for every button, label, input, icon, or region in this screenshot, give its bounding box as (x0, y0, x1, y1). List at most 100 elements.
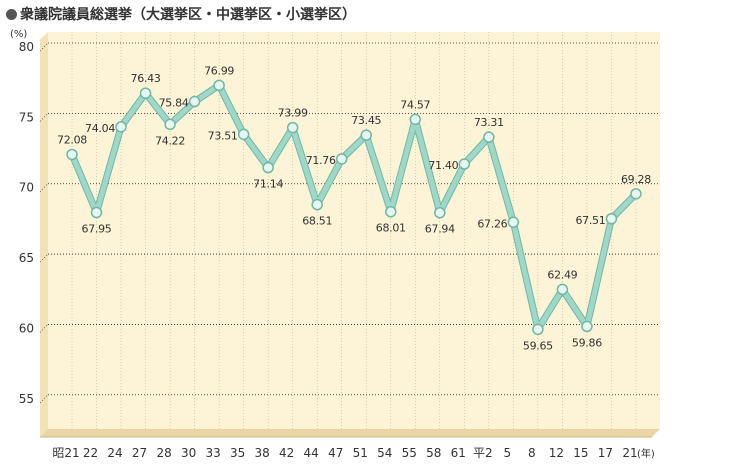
x-tick-label: 22 (83, 446, 98, 460)
data-point (262, 161, 274, 174)
data-point (458, 158, 471, 170)
x-tick-label: 8 (528, 446, 536, 460)
data-label: 74.04 (85, 122, 115, 135)
chart-title: 衆議院議員総選挙（大選挙区・中選挙区・小選挙区） (6, 4, 356, 24)
grid-lines (39, 32, 660, 438)
x-axis-ticks: 昭21 22 24 27 28 30 33 35 38 42 44 47 51 54 55 58 61 平2 5 8 1… (52, 446, 637, 460)
data-label: 71.14 (253, 178, 283, 191)
bullet-icon (6, 9, 17, 20)
data-point (605, 213, 618, 225)
y-tick-label: 55 (19, 392, 34, 406)
data-label: 69.28 (621, 173, 651, 186)
data-point (66, 148, 78, 161)
data-label: 74.22 (155, 134, 185, 147)
data-point (581, 320, 593, 333)
x-tick-label: 17 (598, 446, 613, 460)
data-point (311, 198, 323, 211)
data-point (532, 323, 544, 336)
x-tick-label: 58 (426, 446, 441, 460)
x-tick-label: 42 (279, 446, 294, 460)
data-point (434, 206, 446, 219)
data-label: 67.94 (425, 223, 455, 236)
y-tick-label: 70 (19, 181, 34, 195)
x-tick-label: 51 (353, 446, 368, 460)
x-tick-label: 30 (181, 446, 196, 460)
data-label: 76.99 (204, 64, 234, 77)
y-tick-label: 60 (19, 321, 34, 335)
x-tick-label: 61 (451, 446, 466, 460)
x-tick-label: 28 (156, 446, 171, 460)
x-tick-label: 38 (255, 446, 270, 460)
x-tick-label: 15 (573, 446, 588, 460)
x-tick-label: 54 (377, 446, 392, 460)
data-label: 73.51 (208, 129, 238, 142)
x-tick-label: 5 (504, 446, 512, 460)
data-label: 68.51 (302, 215, 332, 228)
data-point (556, 283, 569, 296)
series-markers (66, 79, 642, 336)
data-point (90, 206, 103, 219)
data-label: 68.01 (376, 222, 406, 235)
grid-line-depth (39, 324, 49, 333)
series-line (68, 81, 639, 333)
data-point (335, 153, 348, 165)
x-tick-label: 35 (230, 446, 245, 460)
data-label: 74.57 (400, 98, 430, 111)
x-axis-unit: (年) (637, 447, 655, 460)
x-tick-label: 55 (402, 446, 417, 460)
chart-title-text: 衆議院議員総選挙（大選挙区・中選挙区・小選挙区） (20, 7, 356, 23)
data-point (483, 131, 495, 143)
x-tick-label: 24 (107, 446, 122, 460)
data-point (409, 113, 422, 126)
x-tick-label: 47 (328, 446, 343, 460)
x-tick-label: 44 (304, 446, 319, 460)
x-tick-label: 33 (205, 446, 220, 460)
data-point (115, 121, 127, 133)
data-point (237, 128, 250, 141)
data-label: 71.76 (306, 154, 336, 167)
plot-background (48, 32, 660, 429)
data-label: 75.84 (159, 97, 189, 110)
x-tick-label: 平2 (473, 446, 493, 460)
plot-left-wall (40, 32, 48, 437)
grid-line-depth (39, 113, 49, 122)
x-tick-label: 昭21 (52, 446, 79, 460)
data-label: 59.86 (572, 336, 602, 349)
x-tick-label: 21 (622, 446, 637, 460)
data-point (213, 79, 225, 92)
data-point (507, 216, 520, 229)
y-tick-label: 80 (19, 40, 34, 54)
data-labels: 72.08 67.95 74.04 76.43 74.22 75.84 76.99 73.51… (57, 64, 652, 352)
data-label: 71.40 (428, 159, 458, 172)
data-label: 62.49 (547, 268, 577, 281)
x-tick-label: 12 (549, 446, 564, 460)
grid-line-depth (39, 394, 49, 403)
data-point (360, 129, 372, 141)
data-label: 59.65 (523, 339, 553, 352)
data-label: 73.31 (474, 116, 504, 129)
y-axis-ticks: 55 60 65 70 75 80 (19, 40, 34, 406)
plot-area (40, 32, 660, 437)
series-line-path (69, 82, 638, 332)
data-label: 73.45 (351, 114, 381, 127)
data-label: 72.08 (57, 133, 87, 146)
data-point (385, 205, 397, 218)
y-axis-unit: (%) (10, 29, 27, 40)
data-label: 76.43 (131, 72, 161, 85)
grid-line-depth (39, 253, 49, 263)
data-point (188, 95, 201, 108)
grid-line-depth (39, 42, 49, 52)
data-point (164, 118, 176, 131)
data-label: 67.95 (82, 223, 112, 236)
y-tick-label: 65 (19, 251, 34, 265)
data-label: 67.26 (477, 217, 507, 230)
grid-line-depth (39, 183, 49, 192)
data-point (139, 87, 152, 99)
data-point (286, 121, 299, 134)
x-tick-label: 27 (132, 446, 147, 460)
data-label: 67.51 (575, 214, 605, 227)
y-tick-label: 75 (19, 110, 34, 124)
data-point (630, 188, 642, 200)
data-label: 73.99 (278, 107, 308, 120)
